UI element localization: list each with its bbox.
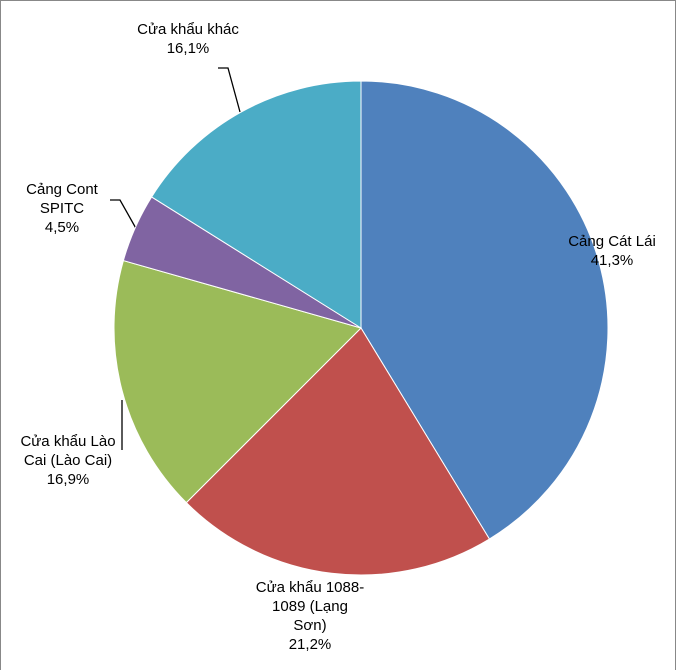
leader-line (218, 67, 241, 113)
leader-line (110, 199, 139, 233)
category-name: Cửa khẩu Lào Cai (Lào Cai) (20, 433, 116, 469)
category-name: Cửa khẩu khác (137, 21, 239, 38)
value-label: 41,3% (590, 252, 634, 269)
slice-label: Cửa khẩu khác 16,1% (103, 20, 273, 58)
category-name: Cảng Cát Lái (568, 233, 656, 250)
category-name: Cửa khẩu 1088-1089 (Lạng Sơn) (255, 579, 365, 634)
value-label: 16,1% (166, 40, 210, 57)
pie-slice (360, 80, 609, 540)
slice-label: Cửa khẩu 1088-1089 (Lạng Sơn) 21,2% (255, 578, 365, 654)
pie-slice (185, 327, 491, 576)
value-label: 21,2% (288, 636, 332, 653)
value-label: 4,5% (44, 219, 80, 236)
value-label: 16,9% (46, 471, 90, 488)
slice-label: Cảng Cont SPITC 4,5% (20, 180, 104, 237)
slice-label: Cửa khẩu Lào Cai (Lào Cai) 16,9% (12, 432, 124, 489)
pie-slice (113, 259, 362, 504)
slice-label: Cảng Cát Lái 41,3% (552, 232, 672, 270)
category-name: Cảng Cont SPITC (26, 181, 98, 217)
pie-slice (150, 80, 362, 329)
